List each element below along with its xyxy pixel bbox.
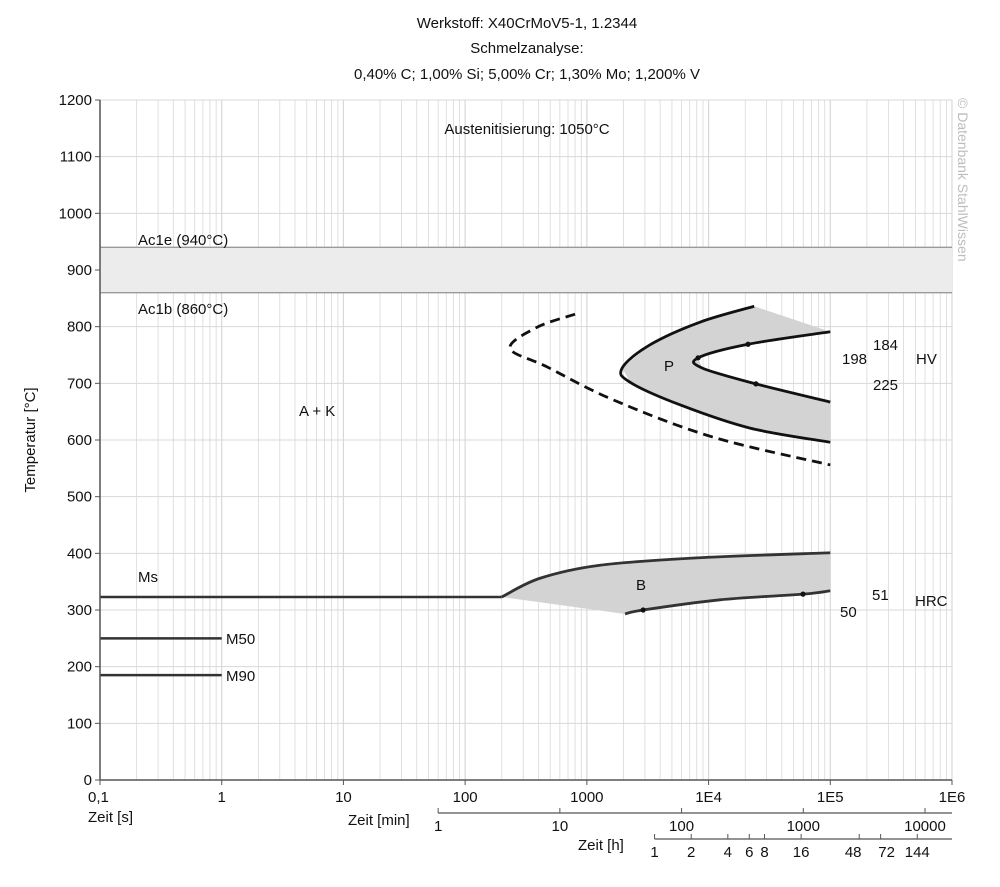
y-tick-label: 1000 xyxy=(59,205,92,222)
carbide-precipitation-start-curve xyxy=(508,312,831,467)
y-tick-label: 300 xyxy=(67,602,92,619)
ac1b-label: Ac1b (860°C) xyxy=(138,301,228,318)
hardness-marker xyxy=(640,607,646,613)
chart-title-line-1: Werkstoff: X40CrMoV5-1, 1.2344 xyxy=(417,15,637,32)
x-tick-label-hours: 72 xyxy=(878,844,895,861)
y-axis-label: Temperatur [°C] xyxy=(22,387,39,492)
y-tick-label: 800 xyxy=(67,319,92,336)
y-tick-label: 600 xyxy=(67,432,92,449)
hardness-marker xyxy=(800,591,806,597)
curves xyxy=(501,304,831,616)
m50-label: M50 xyxy=(226,631,255,648)
ms-label: Ms xyxy=(138,569,158,586)
x-tick-label-minutes: 1 xyxy=(434,818,442,835)
y-tick-label: 100 xyxy=(67,715,92,732)
grid xyxy=(99,99,953,781)
region-label-pearlite: P xyxy=(664,358,674,375)
ac1-band xyxy=(100,246,952,677)
x-tick-label-hours: 6 xyxy=(745,844,753,861)
region-label-bainite: B xyxy=(636,577,646,594)
x-tick-label-seconds: 1000 xyxy=(570,789,603,806)
x-tick-label-seconds: 0,1 xyxy=(88,789,109,806)
bainite-end-curve xyxy=(624,589,831,616)
hardness-marker xyxy=(745,341,751,347)
hardness-hv-unit: HV xyxy=(916,351,937,368)
pearlite-region-fill xyxy=(622,306,831,443)
x-tick-label-minutes: 10000 xyxy=(904,818,946,835)
hardness-hrc-unit: HRC xyxy=(915,593,948,610)
y-tick-label: 1100 xyxy=(60,149,92,166)
y-tick-label: 1200 xyxy=(59,92,92,109)
m90-label: M90 xyxy=(226,668,255,685)
x-tick-label-hours: 2 xyxy=(687,844,695,861)
region-label-austenite-carbide: A + K xyxy=(299,403,335,420)
hardness-marker xyxy=(695,355,701,361)
x-axis-minutes-label: Zeit [min] xyxy=(348,812,410,829)
x-tick-label-hours: 8 xyxy=(760,844,768,861)
bainite-region-fill xyxy=(501,552,831,614)
x-tick-label-seconds: 10 xyxy=(335,789,352,806)
hardness-hv-225: 225 xyxy=(873,377,898,394)
pearlite-end-curve xyxy=(692,330,831,404)
ac1-band-fill xyxy=(100,247,952,293)
hardness-hrc-51: 51 xyxy=(872,587,889,604)
y-tick-label: 0 xyxy=(84,772,92,789)
transformation-regions xyxy=(501,306,831,614)
hardness-hv-198: 198 xyxy=(842,351,867,368)
x-tick-label-seconds: 1E4 xyxy=(695,789,722,806)
pearlite-start-curve xyxy=(619,304,831,444)
bainite-start-curve xyxy=(501,551,831,599)
y-tick-label: 200 xyxy=(67,659,92,676)
x-axis-seconds-label: Zeit [s] xyxy=(88,809,133,826)
x-tick-label-seconds: 100 xyxy=(453,789,478,806)
x-tick-label-minutes: 100 xyxy=(669,818,694,835)
y-tick-label: 700 xyxy=(67,375,92,392)
x-tick-label-minutes: 10 xyxy=(552,818,569,835)
x-tick-label-seconds: 1E6 xyxy=(939,789,966,806)
x-tick-label-hours: 144 xyxy=(905,844,930,861)
axes: 0100200300400500600700800900100011001200… xyxy=(59,92,966,861)
hardness-hrc-50: 50 xyxy=(840,604,857,621)
x-tick-label-hours: 16 xyxy=(793,844,810,861)
x-tick-label-hours: 48 xyxy=(845,844,862,861)
x-tick-label-seconds: 1 xyxy=(218,789,226,806)
x-tick-label-hours: 1 xyxy=(650,844,658,861)
watermark: © Datenbank StahlWissen xyxy=(955,98,971,262)
ac1e-label: Ac1e (940°C) xyxy=(138,232,228,249)
x-axis-hours-label: Zeit [h] xyxy=(578,837,624,854)
x-tick-label-hours: 4 xyxy=(724,844,732,861)
austenitization-label: Austenitisierung: 1050°C xyxy=(444,121,609,138)
x-tick-label-seconds: 1E5 xyxy=(817,789,844,806)
chart-title-line-2: Schmelzanalyse: xyxy=(470,40,583,57)
y-tick-label: 400 xyxy=(67,545,92,562)
x-tick-label-minutes: 1000 xyxy=(787,818,820,835)
y-tick-label: 900 xyxy=(67,262,92,279)
chart-title-line-3: 0,40% C; 1,00% Si; 5,00% Cr; 1,30% Mo; 1… xyxy=(354,66,700,83)
hardness-hv-184: 184 xyxy=(873,337,898,354)
hardness-marker xyxy=(753,381,759,387)
y-tick-label: 500 xyxy=(67,489,92,506)
